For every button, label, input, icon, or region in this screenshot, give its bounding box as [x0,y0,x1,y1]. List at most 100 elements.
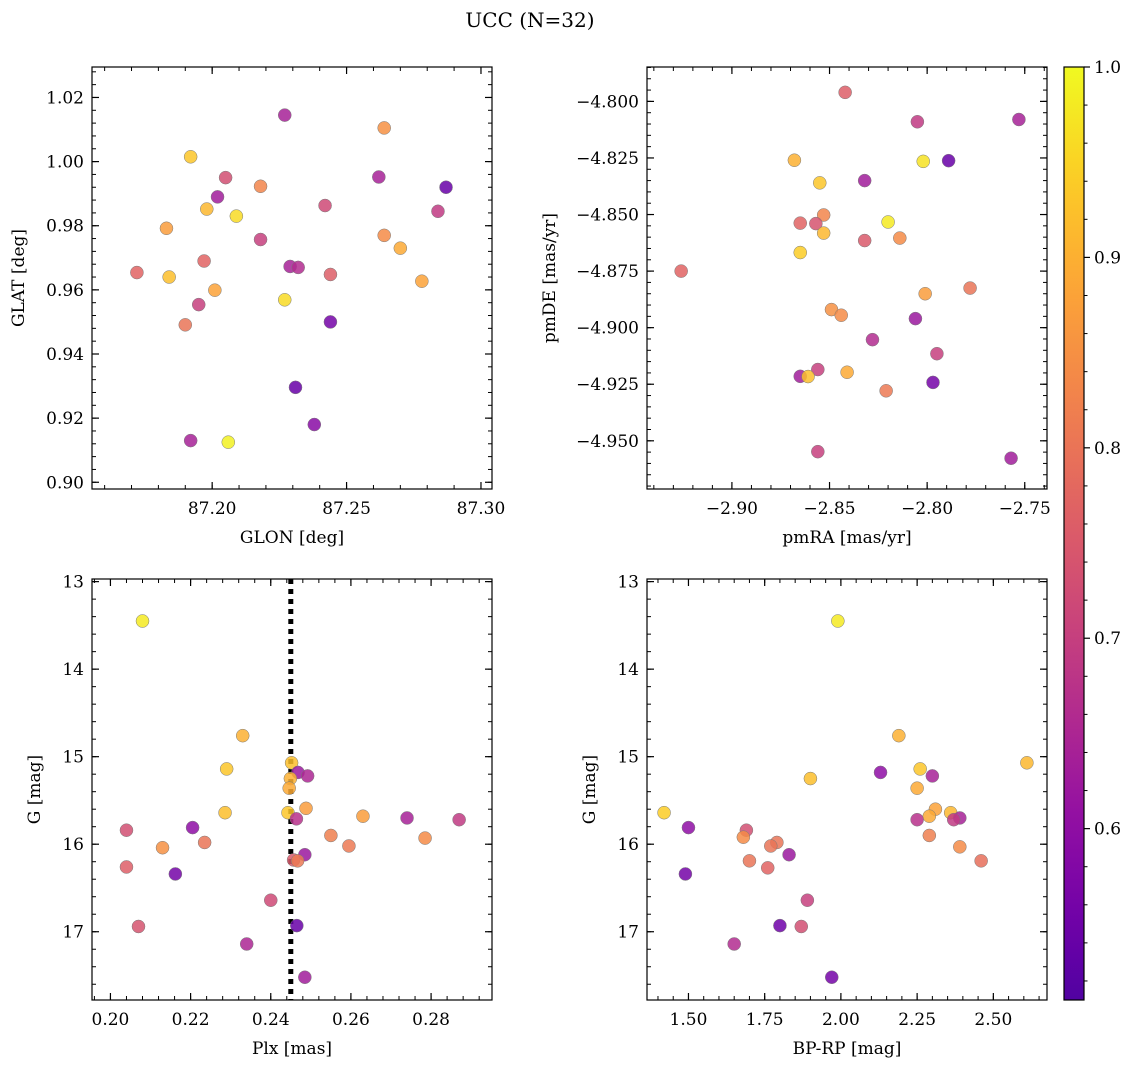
data-point [813,176,827,190]
y-tick-label: 17 [62,923,84,943]
x-tick-label: 87.30 [457,499,506,519]
x-tick-label: −2.85 [803,499,855,519]
data-point [119,823,134,837]
data-point [764,839,778,853]
data-point [277,293,292,307]
y-tick-label: 1.02 [46,88,84,108]
data-point [323,267,338,282]
y-tick-label: 13 [617,573,639,593]
data-point [742,854,757,868]
data-point [1020,756,1034,770]
data-point [910,812,924,827]
y-tick-label: 0.90 [46,473,84,493]
data-point [135,614,150,628]
data-point [290,918,304,933]
y-tick-label: 1.00 [46,153,84,173]
data-point [210,190,225,204]
data-point [857,233,872,248]
y-axis-label: G [mag] [580,755,600,824]
data-point [782,847,796,862]
data-point [794,919,809,934]
panel-glon-glat: 87.20 87.25 87.30 0.90 0.92 0.94 0.96 0.98 1.00 1… [9,66,506,548]
data-point [131,919,146,934]
x-axis-label: pmRA [mas/yr] [782,528,911,548]
data-point [253,179,268,194]
x-tick-label: 2.00 [822,1010,860,1030]
x-tick-label: 0.22 [172,1010,210,1030]
data-point [1004,451,1018,465]
data-point [926,375,940,390]
data-point [879,384,893,398]
data-point [816,208,831,222]
data-point [235,728,250,743]
y-tick-label: 15 [617,748,639,768]
data-point [930,346,944,361]
data-point [289,812,304,826]
y-tick-label: 13 [62,573,84,593]
data-point [264,893,278,907]
data-point [197,254,211,268]
data-point [974,854,988,868]
data-point [816,226,831,240]
data-point [918,286,932,301]
data-point [893,231,907,245]
data-point [941,153,956,168]
data-point [910,115,925,129]
data-point [155,840,170,855]
data-point [657,805,671,820]
colorbar-tick-label: 0.6 [1094,820,1121,840]
data-point [307,417,322,432]
panel-plx-g: 0.20 0.22 0.24 0.26 0.28 13 14 15 16 17 Plx [mas] G… [25,573,493,1059]
data-point [953,840,967,854]
x-tick-label: 0.24 [252,1010,290,1030]
axes-frame [646,578,1048,1001]
x-tick-label: 0.26 [332,1010,370,1030]
data-point [229,209,244,223]
data-point [773,918,787,933]
data-point [377,121,391,135]
y-tick-label: 16 [617,835,639,855]
data-point [809,216,823,231]
y-tick-label: 14 [617,660,639,680]
x-axis-label: Plx [mas] [252,1039,332,1059]
data-point [298,970,312,984]
data-point [1012,112,1026,127]
y-tick-label: −4.850 [576,206,639,226]
figure-title: UCC (N=32) [465,8,594,32]
y-tick-label: 17 [617,923,639,943]
x-axis-label: BP-RP [mag] [793,1039,902,1059]
x-tick-label: 0.20 [92,1010,130,1030]
data-point [323,315,338,329]
y-tick-label: 0.96 [46,281,84,301]
data-point [760,861,775,875]
axes-frame [91,578,493,1001]
y-tick-label: 0.94 [46,345,84,365]
data-point [356,809,370,823]
colorbar-tick-label: 1.0 [1094,58,1121,78]
y-tick-label: −4.875 [576,262,639,282]
scatter-points [119,579,466,1000]
y-tick-label: 0.98 [46,217,84,237]
data-point [178,318,193,332]
colorbar-tick-label: 0.8 [1094,439,1121,459]
x-tick-label: −2.75 [999,499,1051,519]
y-tick-label: −4.925 [576,375,639,395]
data-point [793,245,807,260]
x-tick-label: 0.28 [412,1010,450,1030]
data-point [219,762,234,776]
data-point [873,765,888,780]
data-point [119,860,134,874]
data-point [963,281,977,295]
data-point [787,153,802,167]
data-point [342,839,356,853]
y-tick-label: 15 [62,748,84,768]
y-axis-label: pmDE [mas/yr] [540,213,560,343]
data-point [239,937,254,951]
data-point [811,362,825,377]
data-point [282,781,296,795]
data-point [277,108,292,122]
data-point [678,867,693,881]
data-point [221,435,236,449]
data-point [857,173,872,188]
